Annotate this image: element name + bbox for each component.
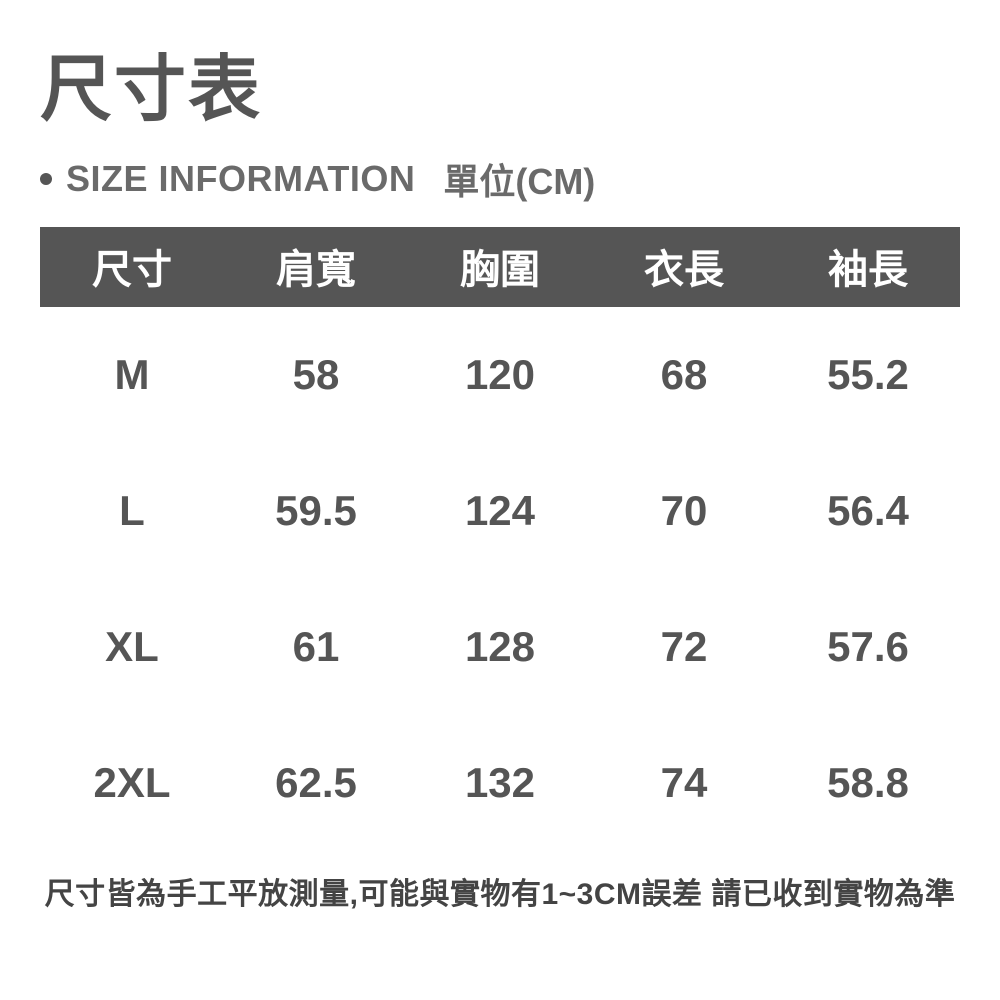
cell-sleeve: 56.4: [776, 443, 960, 579]
subtitle-unit: 單位(CM): [443, 153, 595, 205]
table-row: XL 61 128 72 57.6: [40, 579, 960, 715]
subtitle-english: SIZE INFORMATION: [66, 158, 415, 200]
cell-size: 2XL: [40, 715, 224, 851]
cell-chest: 120: [408, 307, 592, 443]
bullet-icon: [40, 173, 52, 185]
table-row: L 59.5 124 70 56.4: [40, 443, 960, 579]
cell-size: L: [40, 443, 224, 579]
cell-chest: 132: [408, 715, 592, 851]
cell-size: M: [40, 307, 224, 443]
cell-shoulder: 59.5: [224, 443, 408, 579]
subtitle-row: SIZE INFORMATION 單位(CM): [40, 153, 960, 205]
page-title: 尺寸表: [40, 30, 960, 135]
cell-size: XL: [40, 579, 224, 715]
size-table: 尺寸 肩寬 胸圍 衣長 袖長 M 58 120 68 55.2 L 59.5 1…: [40, 227, 960, 851]
cell-length: 70: [592, 443, 776, 579]
col-chest: 胸圍: [408, 227, 592, 307]
cell-sleeve: 57.6: [776, 579, 960, 715]
table-row: M 58 120 68 55.2: [40, 307, 960, 443]
col-length: 衣長: [592, 227, 776, 307]
col-sleeve: 袖長: [776, 227, 960, 307]
cell-shoulder: 58: [224, 307, 408, 443]
cell-shoulder: 61: [224, 579, 408, 715]
cell-sleeve: 58.8: [776, 715, 960, 851]
footnote: 尺寸皆為手工平放測量,可能與實物有1~3CM誤差 請已收到實物為準: [40, 869, 960, 913]
table-row: 2XL 62.5 132 74 58.8: [40, 715, 960, 851]
cell-length: 68: [592, 307, 776, 443]
cell-length: 72: [592, 579, 776, 715]
col-shoulder: 肩寬: [224, 227, 408, 307]
cell-chest: 124: [408, 443, 592, 579]
cell-length: 74: [592, 715, 776, 851]
col-size: 尺寸: [40, 227, 224, 307]
cell-shoulder: 62.5: [224, 715, 408, 851]
cell-sleeve: 55.2: [776, 307, 960, 443]
table-header-row: 尺寸 肩寬 胸圍 衣長 袖長: [40, 227, 960, 307]
cell-chest: 128: [408, 579, 592, 715]
